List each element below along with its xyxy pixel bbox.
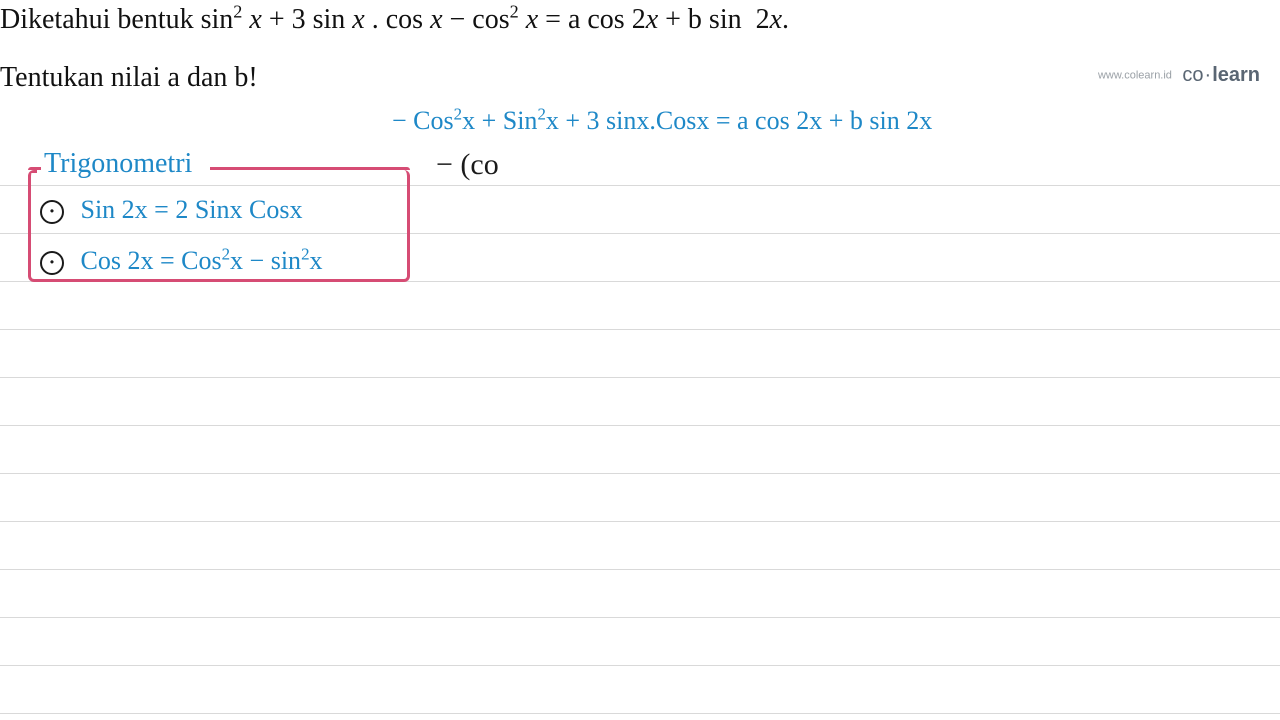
box-border-top-left [28,167,41,170]
footer-url: www.colearn.id [1098,69,1172,81]
handwritten-work-line-2: − (co [436,148,499,182]
problem-line-2: Tentukan nilai a dan b! [0,58,1280,97]
work1-text: − Cos2x + Sin2x + 3 sinx.Cosx = a cos 2x… [392,106,932,135]
formula-row-1: Sin 2x = 2 Sinx Cosx [40,195,303,225]
problem-line-1: Diketahui bentuk sin2 x + 3 sin x . cos … [0,0,1280,40]
bullet-icon [40,251,64,275]
logo-dot: · [1205,64,1212,86]
logo-prefix: co [1182,64,1203,86]
formula-2-text: Cos 2x = Cos2x − sin2x [81,246,323,275]
formula-1-text: Sin 2x = 2 Sinx Cosx [81,195,303,224]
bullet-icon [40,200,64,224]
problem-text-2: Tentukan nilai a dan b! [0,62,258,93]
footer-logo: co·learn [1182,64,1260,86]
work2-text: − (co [436,148,499,181]
footer: www.colearn.id co·learn [1098,64,1260,87]
logo-suffix: learn [1212,64,1260,86]
formula-row-2: Cos 2x = Cos2x − sin2x [40,244,323,276]
content-layer: Diketahui bentuk sin2 x + 3 sin x . cos … [0,0,1280,97]
problem-text-1: Diketahui bentuk sin2 x + 3 sin x . cos … [0,4,789,35]
box-border-top-right [210,167,410,170]
handwritten-work-line-1: − Cos2x + Sin2x + 3 sinx.Cosx = a cos 2x… [392,104,932,136]
